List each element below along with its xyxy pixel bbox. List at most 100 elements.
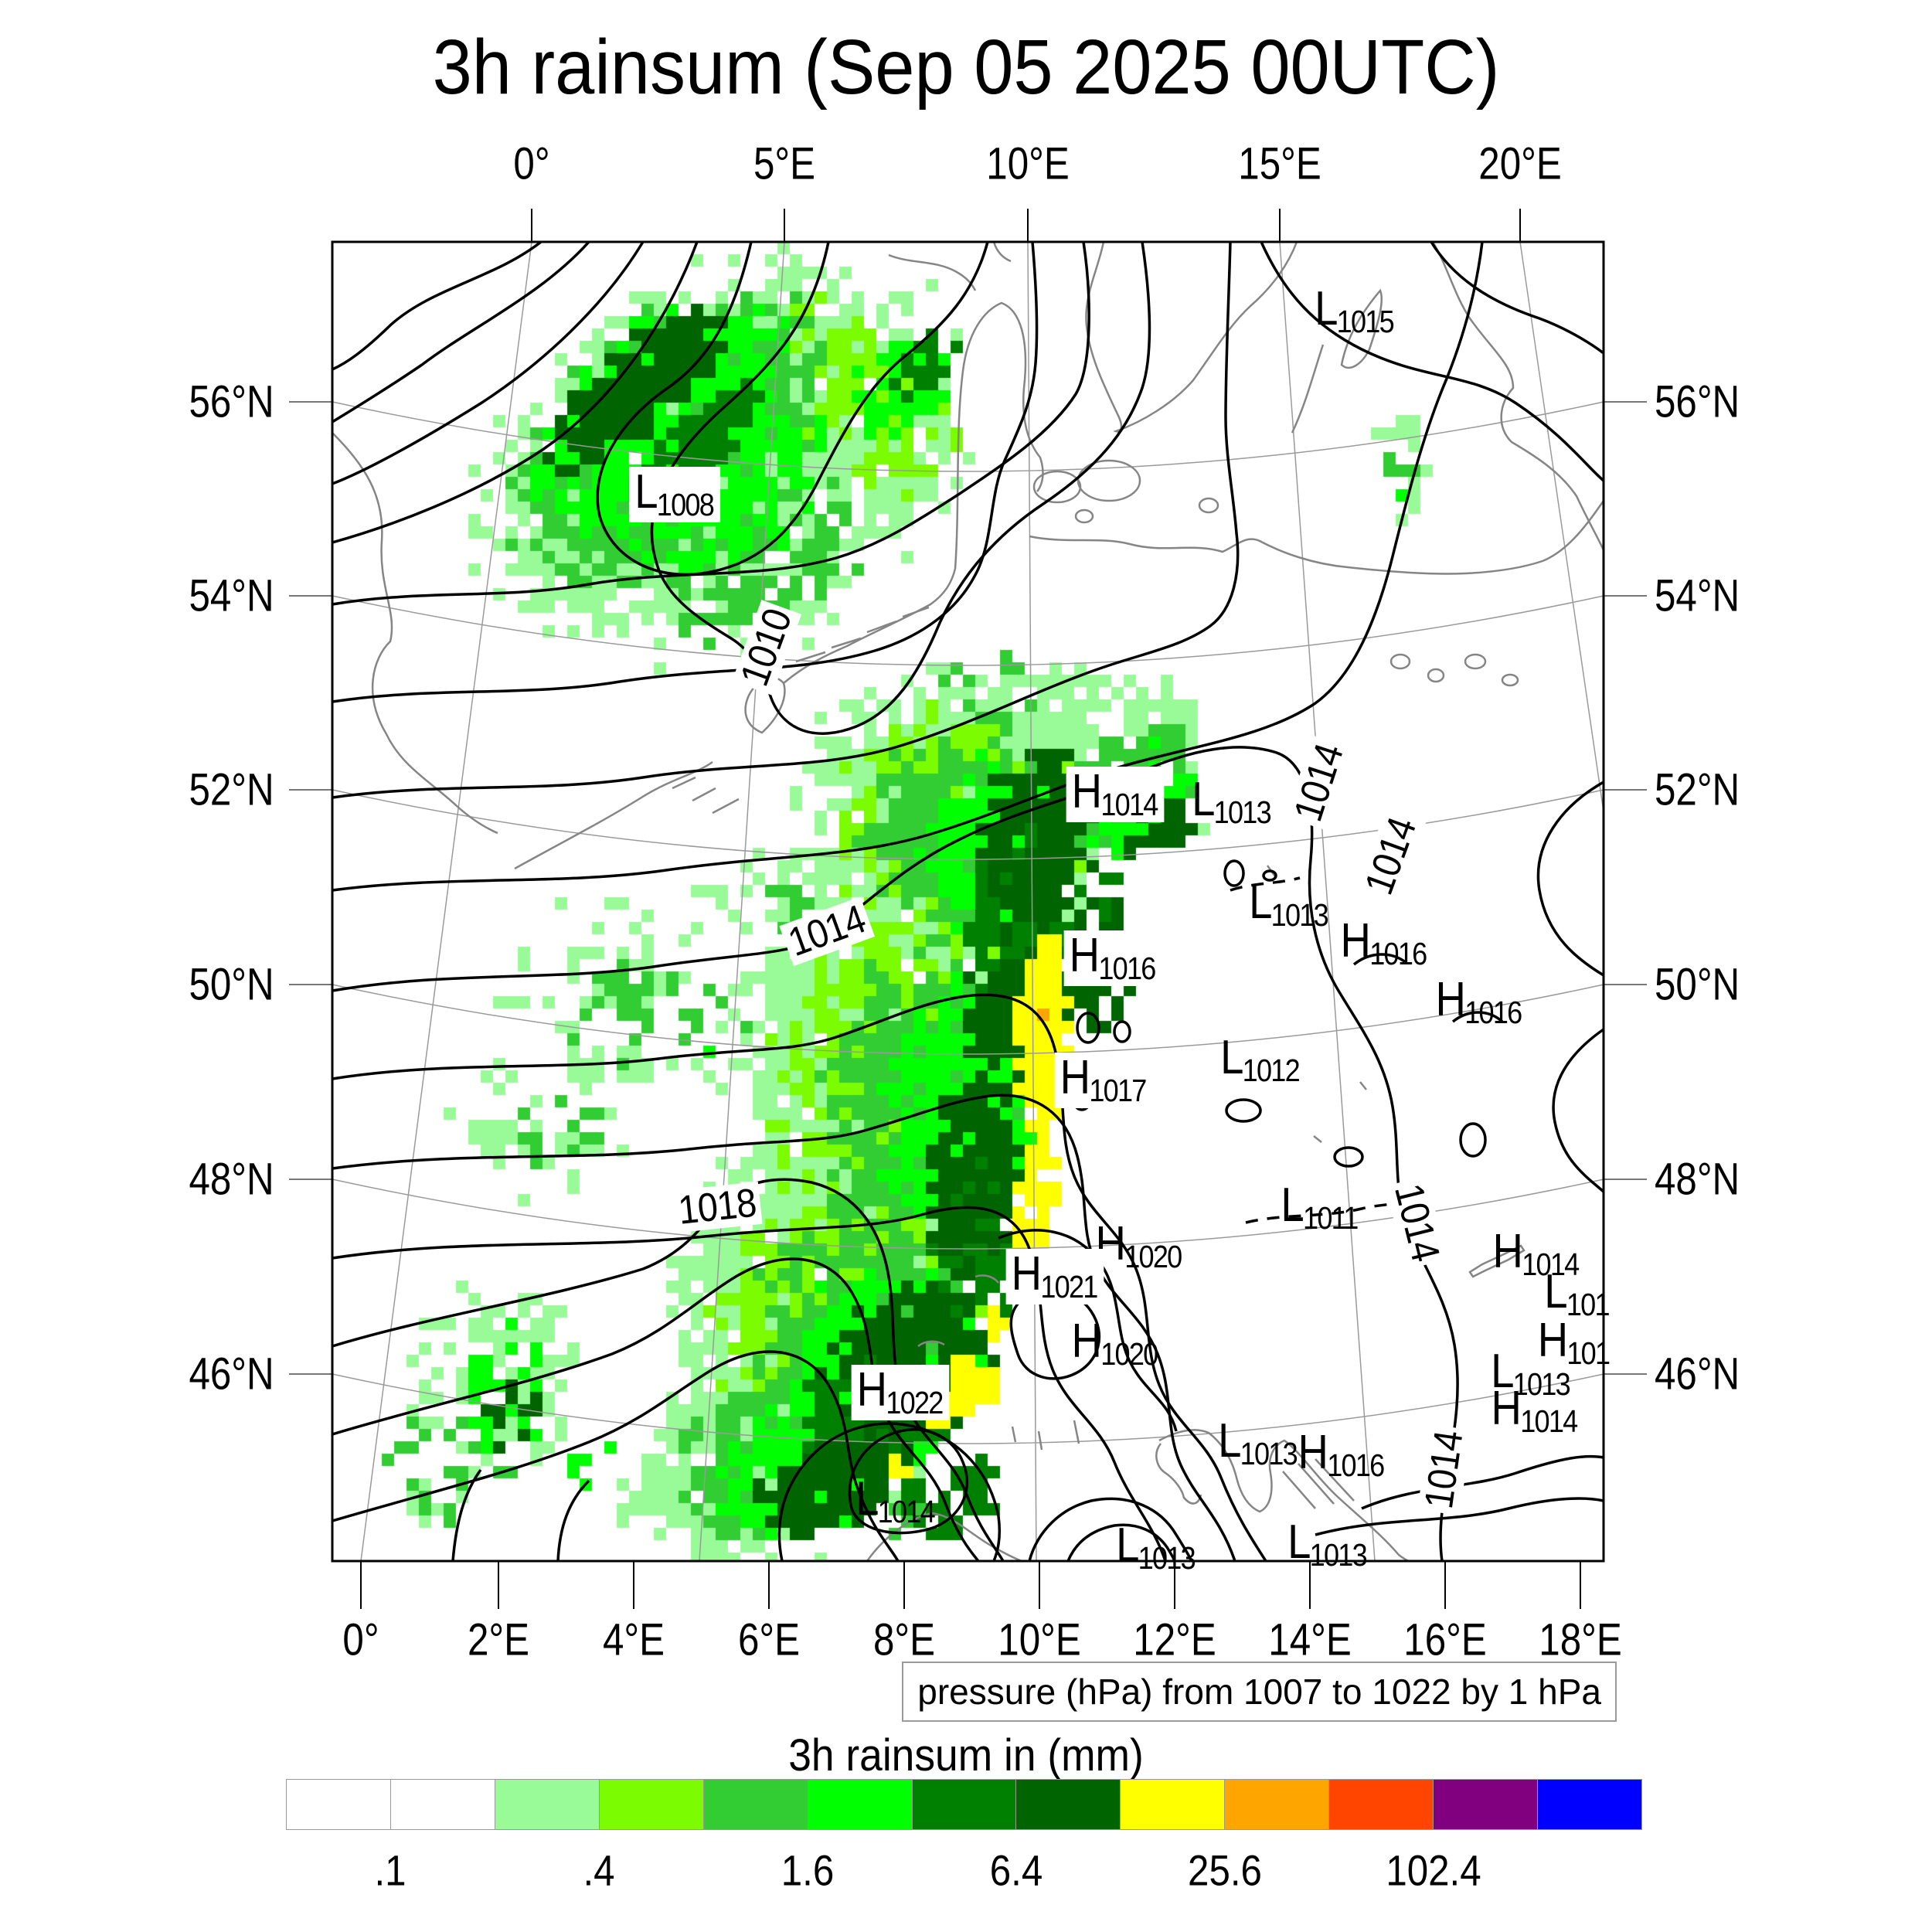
pressure-value: 1012 bbox=[1242, 1053, 1301, 1088]
pressure-letter: L bbox=[1218, 1414, 1241, 1468]
pressure-letter: H bbox=[1340, 914, 1371, 968]
bottom-axis-label: 16°E bbox=[1403, 1614, 1487, 1665]
low-pressure-label: L1008 bbox=[629, 467, 720, 522]
graticule bbox=[332, 241, 1604, 1562]
pressure-value: 1015 bbox=[1336, 304, 1395, 339]
top-axis-label: 5°E bbox=[753, 138, 816, 189]
high-pressure-label: H1016 bbox=[1340, 914, 1428, 970]
pressure-value: 1008 bbox=[656, 487, 715, 522]
low-pressure-label: L101 bbox=[1544, 1268, 1610, 1321]
colorbar-cell bbox=[912, 1779, 1017, 1830]
right-axis-label: 56°N bbox=[1655, 376, 1740, 427]
right-axis-label: 48°N bbox=[1655, 1154, 1740, 1205]
pressure-value: 1013 bbox=[1138, 1540, 1196, 1576]
colorbar-cell bbox=[390, 1779, 495, 1830]
colorbar-cell bbox=[599, 1779, 704, 1830]
colorbar-cell bbox=[808, 1779, 913, 1830]
low-pressure-label: L1015 bbox=[1315, 285, 1395, 338]
low-pressure-label: L1013 bbox=[1218, 1414, 1298, 1470]
pressure-letter: H bbox=[1298, 1426, 1328, 1479]
colorbar-cell bbox=[286, 1779, 391, 1830]
low-pressure-label: L1011 bbox=[1281, 1179, 1359, 1234]
top-axis-label: 20°E bbox=[1478, 138, 1562, 189]
pressure-value: 1016 bbox=[1327, 1447, 1385, 1483]
pressure-letter: L bbox=[1287, 1515, 1311, 1569]
page-title: 3h rainsum (Sep 05 2025 00UTC) bbox=[432, 24, 1500, 111]
pressure-value: 1017 bbox=[1089, 1073, 1147, 1108]
pressure-value: 1016 bbox=[1098, 951, 1156, 986]
right-axis-label: 52°N bbox=[1655, 764, 1740, 815]
pressure-value: 1020 bbox=[1100, 1336, 1158, 1372]
pressure-value: 1014 bbox=[1100, 787, 1158, 822]
low-pressure-label: L1013 bbox=[1287, 1519, 1368, 1571]
colorbar-cell bbox=[1016, 1779, 1121, 1830]
colorbar-tick-label: 102.4 bbox=[1386, 1845, 1481, 1895]
colorbar bbox=[286, 1779, 1642, 1830]
high-pressure-label: H101 bbox=[1537, 1314, 1611, 1369]
pressure-value: 1022 bbox=[886, 1385, 944, 1420]
bottom-axis-label: 12°E bbox=[1133, 1614, 1216, 1665]
low-pressure-label: L1013 bbox=[1249, 879, 1329, 931]
colorbar-tick-label: 1.6 bbox=[781, 1845, 835, 1895]
pressure-letter: H bbox=[1492, 1225, 1523, 1278]
pressure-value: 1016 bbox=[1464, 995, 1522, 1030]
colorbar-cell bbox=[1538, 1779, 1642, 1830]
coastlines bbox=[332, 241, 1605, 1563]
high-pressure-label: H1016 bbox=[1063, 929, 1162, 986]
pressure-letter: H bbox=[1435, 973, 1466, 1026]
pressure-letter: H bbox=[1069, 929, 1100, 982]
pressure-letter: L bbox=[1281, 1179, 1304, 1232]
right-axis-label: 54°N bbox=[1655, 570, 1740, 621]
pressure-contours bbox=[332, 240, 1605, 1563]
top-axis-label: 15°E bbox=[1238, 138, 1321, 189]
pressure-value: 1021 bbox=[1040, 1269, 1098, 1304]
pressure-letter: L bbox=[1220, 1031, 1243, 1084]
top-axis-label: 10°E bbox=[986, 138, 1070, 189]
pressure-value: 1014 bbox=[1522, 1247, 1580, 1282]
bottom-axis-label: 14°E bbox=[1268, 1614, 1352, 1665]
contour-value-label: 1018 bbox=[672, 1181, 763, 1233]
pressure-value: 1014 bbox=[1520, 1403, 1578, 1439]
high-pressure-label: H1014 bbox=[1491, 1382, 1579, 1437]
high-pressure-label: H1016 bbox=[1435, 973, 1523, 1029]
pressure-letter: L bbox=[1491, 1345, 1514, 1398]
pressure-value: 1013 bbox=[1240, 1436, 1298, 1471]
pressure-value: 1011 bbox=[1303, 1200, 1359, 1236]
pressure-letter: L bbox=[855, 1472, 879, 1526]
high-pressure-label: H1022 bbox=[851, 1365, 950, 1420]
high-pressure-label: H1014 bbox=[1066, 767, 1165, 822]
pressure-letter: H bbox=[1071, 765, 1102, 818]
high-pressure-label: H1020 bbox=[1071, 1315, 1159, 1370]
right-axis-label: 46°N bbox=[1655, 1349, 1740, 1400]
left-axis-label: 46°N bbox=[189, 1349, 274, 1400]
right-axis-label: 50°N bbox=[1655, 959, 1740, 1010]
left-axis-label: 54°N bbox=[189, 570, 274, 621]
low-pressure-label: L1013 bbox=[1116, 1522, 1196, 1574]
left-axis-label: 52°N bbox=[189, 764, 274, 815]
colorbar-cell bbox=[703, 1779, 808, 1830]
colorbar-cell bbox=[1329, 1779, 1434, 1830]
bottom-axis-label: 4°E bbox=[602, 1614, 665, 1665]
pressure-legend: pressure (hPa) from 1007 to 1022 by 1 hP… bbox=[902, 1662, 1617, 1722]
pressure-value: 101 bbox=[1566, 1287, 1611, 1322]
pressure-value: 1014 bbox=[877, 1494, 936, 1529]
bottom-axis-label: 0° bbox=[342, 1614, 379, 1665]
low-pressure-label: L1014 bbox=[855, 1472, 936, 1528]
pressure-letter: H bbox=[1537, 1314, 1568, 1367]
bottom-axis-label: 18°E bbox=[1539, 1614, 1622, 1665]
top-axis-label: 0° bbox=[513, 138, 550, 189]
map-frame bbox=[331, 240, 1605, 1563]
pressure-value: 1013 bbox=[1213, 794, 1272, 830]
left-axis-label: 48°N bbox=[189, 1154, 274, 1205]
pressure-letter: H bbox=[1071, 1315, 1102, 1368]
pressure-value: 1013 bbox=[1270, 897, 1329, 933]
colorbar-tick-label: 6.4 bbox=[989, 1845, 1043, 1895]
colorbar-tick-label: .4 bbox=[583, 1845, 615, 1895]
high-pressure-label: H1016 bbox=[1298, 1426, 1386, 1481]
pressure-letter: H bbox=[1491, 1382, 1522, 1435]
high-pressure-label: H1021 bbox=[1005, 1249, 1104, 1304]
high-pressure-label: H1020 bbox=[1096, 1220, 1183, 1273]
